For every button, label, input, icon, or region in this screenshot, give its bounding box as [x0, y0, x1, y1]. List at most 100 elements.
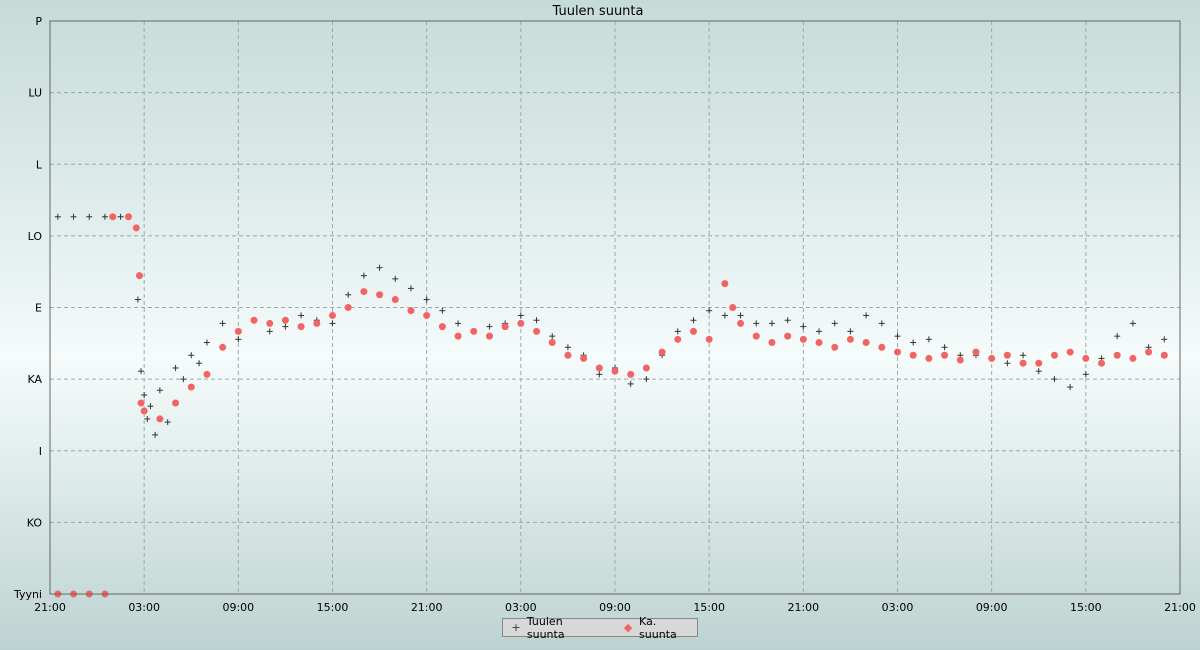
- wind-direction-point: [360, 272, 367, 279]
- x-tick-label: 21:00: [411, 601, 443, 614]
- average-direction-point: [517, 319, 525, 327]
- wind-direction-point: [134, 296, 141, 303]
- average-direction-point: [941, 351, 949, 359]
- average-direction-point: [313, 319, 321, 327]
- y-tick-label: KO: [27, 516, 43, 529]
- wind-direction-point: [282, 323, 289, 330]
- average-direction-point: [862, 339, 870, 347]
- average-direction-point: [250, 316, 258, 324]
- wind-direction-point: [674, 328, 681, 335]
- wind-direction-point: [1035, 368, 1042, 375]
- x-tick-label: 09:00: [976, 601, 1008, 614]
- average-direction-point: [737, 319, 745, 327]
- wind-direction-point: [1129, 320, 1136, 327]
- average-direction-point: [423, 311, 431, 319]
- x-tick-label: 21:00: [1164, 601, 1196, 614]
- x-tick-label: 09:00: [599, 601, 631, 614]
- legend: + Tuulen suunta ◆ Ka. suunta: [502, 615, 698, 641]
- plot-frame: [49, 20, 1181, 595]
- average-direction-point: [1082, 354, 1090, 362]
- legend-item-wind-direction: + Tuulen suunta: [509, 615, 603, 641]
- average-direction-point: [187, 383, 195, 391]
- wind-direction-point: [643, 376, 650, 383]
- average-direction-point: [1098, 359, 1106, 367]
- average-direction-point: [611, 367, 619, 375]
- y-tick-label: L: [36, 158, 43, 171]
- wind-direction-point: [266, 328, 273, 335]
- wind-direction-point: [800, 323, 807, 330]
- wind-direction-point: [141, 392, 148, 399]
- average-direction-point: [988, 354, 996, 362]
- wind-direction-point: [147, 403, 154, 410]
- average-direction-point: [831, 343, 839, 351]
- average-direction-point: [721, 280, 729, 288]
- wind-direction-point: [180, 376, 187, 383]
- wind-direction-point: [768, 320, 775, 327]
- x-tick-label: 15:00: [1070, 601, 1102, 614]
- y-tick-label: KA: [27, 373, 42, 386]
- wind-direction-point: [941, 344, 948, 351]
- wind-direction-point: [329, 320, 336, 327]
- x-tick-label: 03:00: [505, 601, 537, 614]
- wind-direction-point: [517, 312, 524, 319]
- average-direction-point: [132, 224, 140, 232]
- average-direction-point: [925, 354, 933, 362]
- wind-direction-point: [721, 312, 728, 319]
- average-direction-point: [391, 296, 399, 304]
- average-direction-point: [135, 272, 143, 280]
- wind-direction-point: [1051, 376, 1058, 383]
- average-direction-point: [234, 327, 242, 335]
- plot-area: [54, 213, 1168, 598]
- wind-direction-point: [831, 320, 838, 327]
- average-direction-point: [627, 370, 635, 378]
- average-direction-point: [156, 415, 164, 423]
- average-direction-point: [642, 364, 650, 372]
- dot-marker-icon: ◆: [623, 621, 633, 634]
- x-tick-label: 03:00: [882, 601, 914, 614]
- average-direction-point: [266, 319, 274, 327]
- y-tick-label: E: [35, 302, 42, 315]
- average-direction-point: [1050, 351, 1058, 359]
- wind-direction-point: [152, 431, 159, 438]
- average-direction-point: [878, 343, 886, 351]
- average-direction-point: [1066, 348, 1074, 356]
- average-direction-point: [219, 343, 227, 351]
- wind-direction-point: [392, 275, 399, 282]
- legend-label-average-direction: Ka. suunta: [639, 614, 677, 641]
- x-tick-label: 03:00: [128, 601, 160, 614]
- grid-lines: [50, 21, 1180, 594]
- average-direction-point: [799, 335, 807, 343]
- average-direction-point: [297, 323, 305, 331]
- wind-direction-point: [172, 364, 179, 371]
- average-direction-point: [470, 327, 478, 335]
- wind-direction-point: [1020, 352, 1027, 359]
- average-direction-point: [729, 304, 737, 311]
- average-direction-point: [956, 356, 964, 364]
- average-direction-point: [454, 332, 462, 340]
- average-direction-point: [972, 348, 980, 356]
- average-direction-point: [1003, 351, 1011, 359]
- average-direction-point: [344, 304, 352, 311]
- wind-direction-point: [86, 213, 93, 220]
- legend-item-average-direction: ◆ Ka. suunta: [621, 615, 697, 641]
- average-direction-point: [894, 348, 901, 356]
- average-direction-point: [564, 351, 572, 359]
- wind-direction-point: [910, 339, 917, 346]
- wind-direction-point: [596, 371, 603, 378]
- average-direction-point: [689, 327, 697, 335]
- wind-direction-point: [376, 264, 383, 271]
- wind-direction-point: [298, 312, 305, 319]
- x-tick-label: 21:00: [34, 601, 66, 614]
- average-direction-point: [124, 213, 132, 221]
- wind-direction-point: [1082, 371, 1089, 378]
- wind-direction-point: [706, 307, 713, 314]
- average-direction-point: [1160, 351, 1168, 359]
- wind-direction-point: [138, 368, 145, 375]
- wind-direction-point: [737, 312, 744, 319]
- average-direction-point: [109, 213, 117, 221]
- wind-direction-point: [156, 387, 163, 394]
- average-direction-point: [752, 332, 760, 340]
- average-direction-point: [137, 399, 145, 407]
- wind-direction-point: [219, 320, 226, 327]
